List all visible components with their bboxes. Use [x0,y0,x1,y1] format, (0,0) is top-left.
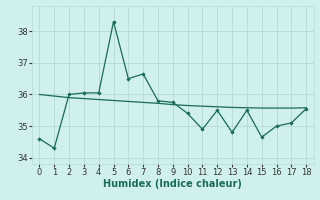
X-axis label: Humidex (Indice chaleur): Humidex (Indice chaleur) [103,179,242,189]
